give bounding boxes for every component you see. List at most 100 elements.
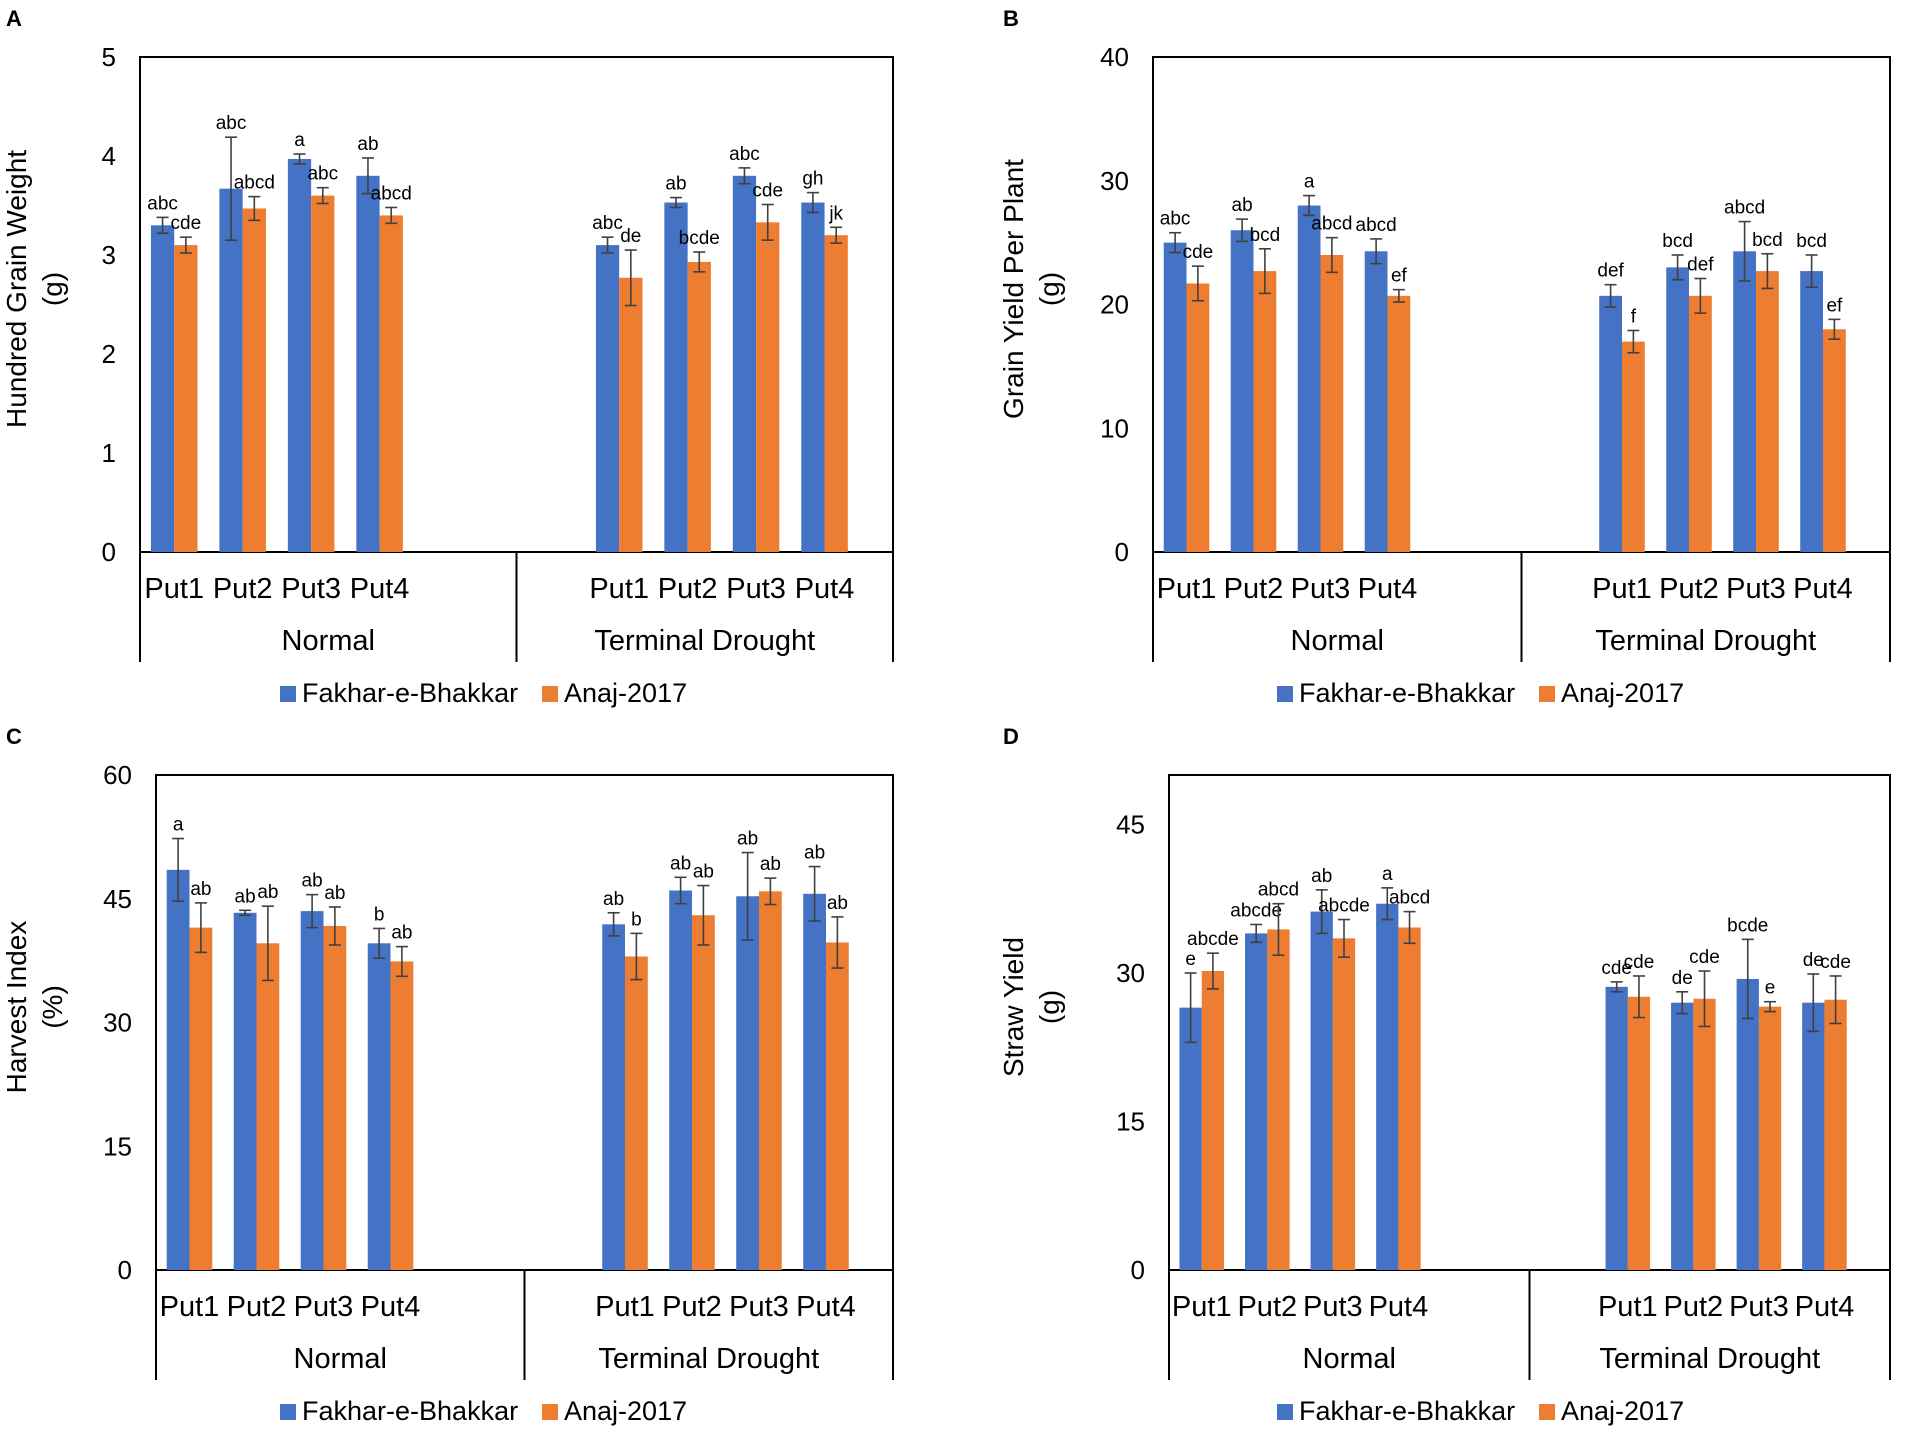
- bar-fakhar: [669, 890, 692, 1270]
- x-tick-label: Put4: [1369, 1291, 1429, 1323]
- y-tick-label: 2: [102, 339, 116, 369]
- bar-fakhar: [300, 911, 324, 1270]
- chart-svg-c: C Harvest Index (%) 0 15 30 45 60 Put1 a ab Put2…: [1, 724, 894, 1426]
- x-tick-label: Put4: [796, 1291, 856, 1323]
- significance-label: ab: [324, 883, 345, 904]
- bar-anaj: [1824, 999, 1847, 1270]
- x-tick-label: Put3: [1291, 573, 1351, 605]
- bar-fakhar: [1666, 267, 1689, 552]
- significance-label: bcde: [1727, 915, 1768, 936]
- significance-label: ab: [190, 879, 211, 900]
- bar-fakhar: [1800, 271, 1823, 552]
- x-tick-label: Put2: [662, 1291, 722, 1323]
- significance-label: ab: [760, 854, 781, 875]
- bar-fakhar: [367, 943, 391, 1270]
- bar-anaj: [1689, 295, 1712, 552]
- x-tick-label: Put3: [1303, 1291, 1363, 1323]
- y-axis-title: Harvest Index: [1, 921, 32, 1094]
- y-axis-unit: (g): [37, 272, 68, 306]
- bar-fakhar: [1736, 978, 1759, 1270]
- group-label-drought: Terminal Drought: [594, 625, 815, 657]
- y-tick-label: 4: [102, 141, 116, 171]
- bar-anaj: [242, 208, 266, 552]
- y-tick-label: 45: [1116, 810, 1145, 840]
- significance-label: ab: [235, 886, 256, 907]
- chart-svg-b: B Grain Yield Per Plant (g) 0 10 20 30 40 Put…: [998, 6, 1891, 708]
- y-axis-title: Grain Yield Per Plant: [998, 159, 1029, 419]
- bar-anaj: [1253, 271, 1277, 552]
- significance-label: abc: [216, 113, 247, 134]
- x-tick-label: Put2: [213, 573, 273, 605]
- bar-anaj: [756, 222, 780, 552]
- bar-fakhar: [1230, 230, 1254, 552]
- group-label-drought: Terminal Drought: [1595, 625, 1816, 657]
- x-tick-label: Put1: [595, 1291, 655, 1323]
- plot-frame: [1152, 56, 1891, 552]
- significance-label: ab: [693, 862, 714, 883]
- significance-label: bcde: [679, 228, 720, 249]
- significance-label: a: [294, 130, 305, 151]
- significance-label: abcd: [234, 173, 275, 194]
- group-label-normal: Normal: [1291, 625, 1384, 657]
- plot-frame: [1168, 774, 1891, 1270]
- chart-panel-a: A Hundred Grain Weight (g) 0 1 2 3 4 5 Put1 abc…: [0, 0, 954, 718]
- y-tick-label: 40: [1100, 42, 1129, 72]
- significance-label: jk: [828, 203, 843, 224]
- chart-svg-d: D Straw Yield (g) 0153045Put1eabcdePut2a…: [998, 724, 1891, 1426]
- x-tick-label: Put1: [1157, 573, 1217, 605]
- bar-anaj: [1758, 1006, 1782, 1270]
- y-tick-label: 5: [102, 42, 116, 72]
- bar-anaj: [390, 961, 414, 1270]
- bar-anaj: [1267, 929, 1290, 1270]
- bar-fakhar: [150, 225, 175, 553]
- group-label-normal: Normal: [294, 1343, 387, 1375]
- legend-swatch-fakhar: [280, 1404, 296, 1420]
- bar-anaj: [824, 235, 848, 552]
- significance-label: gh: [802, 169, 823, 190]
- significance-label: bcd: [1796, 231, 1827, 252]
- legend-label-anaj: Anaj-2017: [564, 678, 687, 708]
- bar-fakhar: [803, 893, 826, 1270]
- significance-label: abcd: [1356, 215, 1397, 236]
- bar-fakhar: [736, 896, 759, 1270]
- bar-anaj: [1387, 295, 1411, 552]
- bar-fakhar: [1364, 251, 1388, 552]
- group-label-normal: Normal: [282, 625, 375, 657]
- bar-fakhar: [1245, 933, 1268, 1270]
- x-tick-label: Put1: [1598, 1291, 1658, 1323]
- significance-label: a: [173, 815, 184, 836]
- y-axis-unit: (%): [37, 985, 68, 1029]
- y-tick-label: 3: [102, 240, 116, 270]
- x-tick-label: Put2: [658, 573, 718, 605]
- significance-label: ab: [391, 923, 412, 944]
- bar-anaj: [189, 927, 213, 1270]
- significance-label: cde: [171, 213, 202, 234]
- x-tick-label: Put1: [1172, 1291, 1232, 1323]
- legend-label-fakhar: Fakhar-e-Bhakkar: [302, 1396, 518, 1426]
- legend-swatch-fakhar: [280, 686, 296, 702]
- bar-fakhar: [1599, 295, 1622, 552]
- significance-label: cde: [752, 181, 783, 202]
- significance-label: abc: [729, 144, 760, 165]
- chart-svg-a: A Hundred Grain Weight (g) 012345Put1abc…: [1, 6, 894, 708]
- panel-label: B: [1003, 6, 1019, 31]
- x-tick-label: Put2: [1224, 573, 1284, 605]
- significance-label: ab: [603, 889, 624, 910]
- bar-anaj: [625, 956, 648, 1270]
- y-tick-label: 45: [103, 884, 132, 914]
- significance-label: bcd: [1662, 231, 1693, 252]
- significance-label: a: [1304, 172, 1315, 193]
- x-tick-label: Put4: [1358, 573, 1418, 605]
- legend-swatch-anaj: [1539, 686, 1555, 702]
- plot-frame: [139, 56, 894, 552]
- x-tick-label: Put1: [144, 573, 204, 605]
- x-tick-label: Put2: [1664, 1291, 1724, 1323]
- significance-label: cde: [1689, 947, 1720, 968]
- legend-label-fakhar: Fakhar-e-Bhakkar: [1299, 1396, 1515, 1426]
- legend-swatch-fakhar: [1277, 1404, 1293, 1420]
- bar-anaj: [174, 245, 198, 552]
- legend-swatch-anaj: [542, 1404, 558, 1420]
- y-tick-label: 15: [103, 1131, 132, 1161]
- significance-label: b: [374, 904, 385, 925]
- y-tick-label: 60: [103, 760, 132, 790]
